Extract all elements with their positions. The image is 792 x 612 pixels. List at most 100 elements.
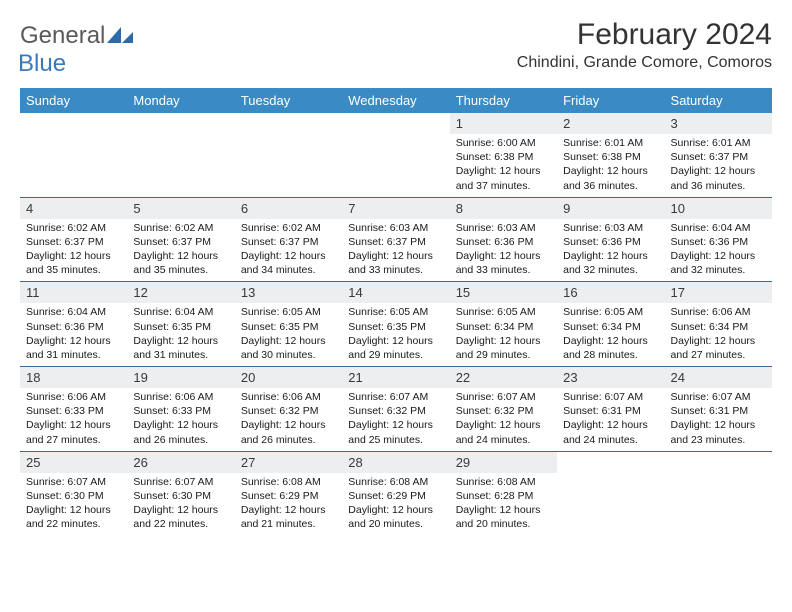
day-header: Wednesday [342, 88, 449, 113]
day-number: 21 [342, 367, 449, 388]
day-details: Sunrise: 6:02 AMSunset: 6:37 PMDaylight:… [20, 219, 127, 282]
calendar-day-cell: 14Sunrise: 6:05 AMSunset: 6:35 PMDayligh… [342, 282, 449, 367]
day-details: Sunrise: 6:08 AMSunset: 6:28 PMDaylight:… [450, 473, 557, 536]
day-details: Sunrise: 6:05 AMSunset: 6:34 PMDaylight:… [450, 303, 557, 366]
day-number: 11 [20, 282, 127, 303]
day-number: 7 [342, 198, 449, 219]
calendar-week-row: 18Sunrise: 6:06 AMSunset: 6:33 PMDayligh… [20, 367, 772, 452]
day-number: 27 [235, 452, 342, 473]
day-number: 9 [557, 198, 664, 219]
calendar-day-cell: 5Sunrise: 6:02 AMSunset: 6:37 PMDaylight… [127, 197, 234, 282]
calendar-empty-cell [235, 113, 342, 197]
day-number: 12 [127, 282, 234, 303]
calendar-day-cell: 4Sunrise: 6:02 AMSunset: 6:37 PMDaylight… [20, 197, 127, 282]
day-details: Sunrise: 6:06 AMSunset: 6:33 PMDaylight:… [20, 388, 127, 451]
day-details: Sunrise: 6:08 AMSunset: 6:29 PMDaylight:… [235, 473, 342, 536]
day-header: Sunday [20, 88, 127, 113]
day-header: Friday [557, 88, 664, 113]
calendar-day-cell: 23Sunrise: 6:07 AMSunset: 6:31 PMDayligh… [557, 367, 664, 452]
calendar-day-cell: 6Sunrise: 6:02 AMSunset: 6:37 PMDaylight… [235, 197, 342, 282]
day-details: Sunrise: 6:06 AMSunset: 6:33 PMDaylight:… [127, 388, 234, 451]
logo-text-blue: Blue [18, 50, 66, 77]
title-block: February 2024 Chindini, Grande Comore, C… [517, 18, 772, 72]
day-number: 3 [665, 113, 772, 134]
logo-text-wrap: General Blue [20, 22, 133, 78]
day-number: 2 [557, 113, 664, 134]
day-number: 28 [342, 452, 449, 473]
location-text: Chindini, Grande Comore, Comoros [517, 54, 772, 72]
day-number: 15 [450, 282, 557, 303]
day-details: Sunrise: 6:07 AMSunset: 6:31 PMDaylight:… [557, 388, 664, 451]
month-title: February 2024 [517, 18, 772, 52]
day-number: 17 [665, 282, 772, 303]
day-details: Sunrise: 6:07 AMSunset: 6:30 PMDaylight:… [127, 473, 234, 536]
calendar-body: 1Sunrise: 6:00 AMSunset: 6:38 PMDaylight… [20, 113, 772, 535]
day-details: Sunrise: 6:01 AMSunset: 6:37 PMDaylight:… [665, 134, 772, 197]
calendar-day-cell: 17Sunrise: 6:06 AMSunset: 6:34 PMDayligh… [665, 282, 772, 367]
day-details: Sunrise: 6:07 AMSunset: 6:32 PMDaylight:… [450, 388, 557, 451]
calendar-day-cell: 25Sunrise: 6:07 AMSunset: 6:30 PMDayligh… [20, 451, 127, 535]
day-details: Sunrise: 6:05 AMSunset: 6:34 PMDaylight:… [557, 303, 664, 366]
day-details: Sunrise: 6:05 AMSunset: 6:35 PMDaylight:… [235, 303, 342, 366]
calendar-head: SundayMondayTuesdayWednesdayThursdayFrid… [20, 88, 772, 113]
calendar-day-cell: 24Sunrise: 6:07 AMSunset: 6:31 PMDayligh… [665, 367, 772, 452]
day-details: Sunrise: 6:00 AMSunset: 6:38 PMDaylight:… [450, 134, 557, 197]
day-details: Sunrise: 6:03 AMSunset: 6:36 PMDaylight:… [450, 219, 557, 282]
logo: General Blue [20, 18, 133, 78]
calendar-week-row: 4Sunrise: 6:02 AMSunset: 6:37 PMDaylight… [20, 197, 772, 282]
calendar-day-cell: 16Sunrise: 6:05 AMSunset: 6:34 PMDayligh… [557, 282, 664, 367]
day-number: 6 [235, 198, 342, 219]
logo-sail-icon [107, 27, 133, 48]
day-number: 14 [342, 282, 449, 303]
calendar-day-cell: 28Sunrise: 6:08 AMSunset: 6:29 PMDayligh… [342, 451, 449, 535]
day-number: 29 [450, 452, 557, 473]
day-header: Saturday [665, 88, 772, 113]
day-details: Sunrise: 6:07 AMSunset: 6:30 PMDaylight:… [20, 473, 127, 536]
day-details: Sunrise: 6:04 AMSunset: 6:35 PMDaylight:… [127, 303, 234, 366]
calendar-empty-cell [20, 113, 127, 197]
calendar-day-cell: 11Sunrise: 6:04 AMSunset: 6:36 PMDayligh… [20, 282, 127, 367]
calendar-day-cell: 18Sunrise: 6:06 AMSunset: 6:33 PMDayligh… [20, 367, 127, 452]
calendar-day-cell: 26Sunrise: 6:07 AMSunset: 6:30 PMDayligh… [127, 451, 234, 535]
day-number: 16 [557, 282, 664, 303]
calendar-day-cell: 22Sunrise: 6:07 AMSunset: 6:32 PMDayligh… [450, 367, 557, 452]
day-details: Sunrise: 6:06 AMSunset: 6:34 PMDaylight:… [665, 303, 772, 366]
logo-text-general: General [20, 22, 105, 49]
day-number: 13 [235, 282, 342, 303]
calendar-day-cell: 8Sunrise: 6:03 AMSunset: 6:36 PMDaylight… [450, 197, 557, 282]
calendar-day-cell: 13Sunrise: 6:05 AMSunset: 6:35 PMDayligh… [235, 282, 342, 367]
day-details: Sunrise: 6:06 AMSunset: 6:32 PMDaylight:… [235, 388, 342, 451]
day-number: 5 [127, 198, 234, 219]
day-details: Sunrise: 6:03 AMSunset: 6:36 PMDaylight:… [557, 219, 664, 282]
calendar-day-cell: 27Sunrise: 6:08 AMSunset: 6:29 PMDayligh… [235, 451, 342, 535]
day-number: 22 [450, 367, 557, 388]
day-number: 24 [665, 367, 772, 388]
day-header: Thursday [450, 88, 557, 113]
calendar-week-row: 25Sunrise: 6:07 AMSunset: 6:30 PMDayligh… [20, 451, 772, 535]
calendar-day-cell: 9Sunrise: 6:03 AMSunset: 6:36 PMDaylight… [557, 197, 664, 282]
day-number: 18 [20, 367, 127, 388]
day-details: Sunrise: 6:05 AMSunset: 6:35 PMDaylight:… [342, 303, 449, 366]
calendar-day-cell: 15Sunrise: 6:05 AMSunset: 6:34 PMDayligh… [450, 282, 557, 367]
calendar-empty-cell [665, 451, 772, 535]
day-header: Monday [127, 88, 234, 113]
calendar-day-cell: 2Sunrise: 6:01 AMSunset: 6:38 PMDaylight… [557, 113, 664, 197]
calendar-empty-cell [557, 451, 664, 535]
calendar-table: SundayMondayTuesdayWednesdayThursdayFrid… [20, 88, 772, 535]
day-number: 8 [450, 198, 557, 219]
calendar-week-row: 11Sunrise: 6:04 AMSunset: 6:36 PMDayligh… [20, 282, 772, 367]
day-details: Sunrise: 6:07 AMSunset: 6:32 PMDaylight:… [342, 388, 449, 451]
calendar-day-cell: 19Sunrise: 6:06 AMSunset: 6:33 PMDayligh… [127, 367, 234, 452]
calendar-day-cell: 29Sunrise: 6:08 AMSunset: 6:28 PMDayligh… [450, 451, 557, 535]
calendar-day-cell: 1Sunrise: 6:00 AMSunset: 6:38 PMDaylight… [450, 113, 557, 197]
calendar-day-cell: 12Sunrise: 6:04 AMSunset: 6:35 PMDayligh… [127, 282, 234, 367]
day-details: Sunrise: 6:04 AMSunset: 6:36 PMDaylight:… [20, 303, 127, 366]
calendar-day-cell: 3Sunrise: 6:01 AMSunset: 6:37 PMDaylight… [665, 113, 772, 197]
day-details: Sunrise: 6:02 AMSunset: 6:37 PMDaylight:… [235, 219, 342, 282]
day-number: 20 [235, 367, 342, 388]
day-details: Sunrise: 6:01 AMSunset: 6:38 PMDaylight:… [557, 134, 664, 197]
day-details: Sunrise: 6:03 AMSunset: 6:37 PMDaylight:… [342, 219, 449, 282]
calendar-day-cell: 10Sunrise: 6:04 AMSunset: 6:36 PMDayligh… [665, 197, 772, 282]
calendar-empty-cell [342, 113, 449, 197]
day-details: Sunrise: 6:08 AMSunset: 6:29 PMDaylight:… [342, 473, 449, 536]
